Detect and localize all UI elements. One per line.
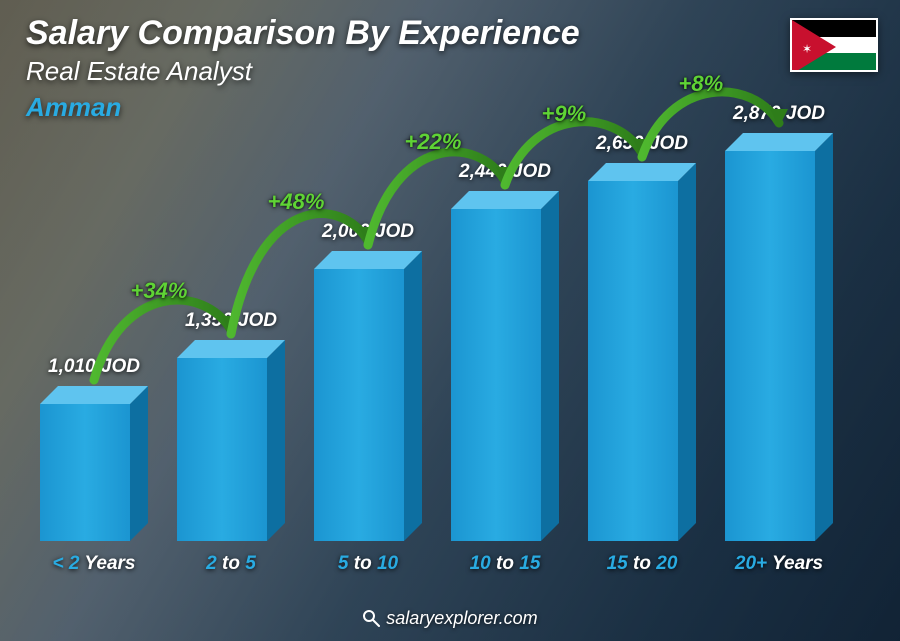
chart-title: Salary Comparison By Experience bbox=[26, 14, 580, 53]
infographic-stage: Salary Comparison By Experience Real Est… bbox=[0, 0, 900, 641]
growth-arc: +8% bbox=[30, 120, 860, 541]
category-label: 5 to 10 bbox=[298, 553, 438, 575]
chart-location: Amman bbox=[26, 92, 121, 123]
category-label: < 2 Years bbox=[24, 553, 164, 575]
credit-line: salaryexplorer.com bbox=[0, 608, 900, 629]
credit-text: salaryexplorer.com bbox=[386, 608, 537, 628]
category-label: 15 to 20 bbox=[572, 553, 712, 575]
category-label: 20+ Years bbox=[709, 553, 849, 575]
flag-star-icon: ✶ bbox=[802, 42, 812, 56]
category-label: 10 to 15 bbox=[435, 553, 575, 575]
flag-triangle bbox=[792, 20, 836, 72]
country-flag-jordan: ✶ bbox=[790, 18, 878, 72]
logo-icon bbox=[362, 609, 380, 627]
pct-label: +8% bbox=[679, 71, 724, 97]
bar-chart: 1,010 JOD< 2 Years1,350 JOD2 to 52,000 J… bbox=[30, 120, 860, 581]
bars-container: 1,010 JOD< 2 Years1,350 JOD2 to 52,000 J… bbox=[30, 120, 860, 541]
category-label: 2 to 5 bbox=[161, 553, 301, 575]
chart-subtitle: Real Estate Analyst bbox=[26, 56, 252, 87]
